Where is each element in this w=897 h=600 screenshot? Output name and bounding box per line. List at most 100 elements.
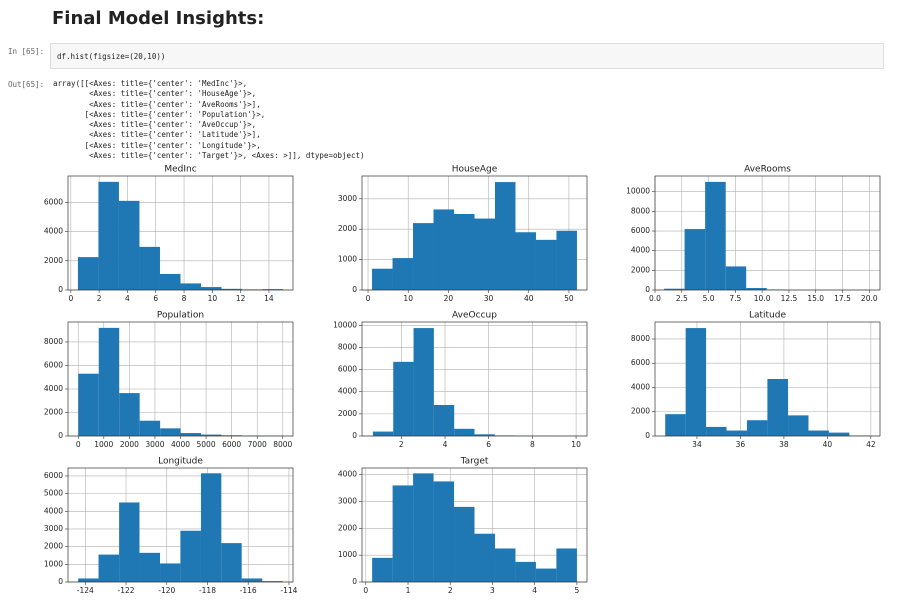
x-tick-label: 20.0 <box>861 294 878 303</box>
bar <box>159 273 181 290</box>
y-tick-label: 2000 <box>44 542 63 551</box>
y-tick-label: 6000 <box>631 358 650 367</box>
bar <box>664 288 685 290</box>
x-tick-label: 40 <box>524 294 534 303</box>
bar <box>515 232 536 290</box>
histogram: 2 4 6 8 10 0 2000 4000 6000 8000 10000 AveOccup <box>333 311 588 449</box>
y-tick-label: 6000 <box>44 471 63 480</box>
y-tick-label: 6000 <box>631 226 650 235</box>
y-tick-label: 6000 <box>338 365 357 374</box>
x-tick-label: 10 <box>403 294 413 303</box>
y-tick-label: 4000 <box>44 227 63 236</box>
y-tick-label: 2000 <box>338 523 357 532</box>
bar <box>372 268 393 290</box>
x-tick-label: -120 <box>158 586 175 595</box>
y-tick-label: 8000 <box>338 342 357 351</box>
y-tick-label: 10000 <box>626 187 650 196</box>
x-tick-label: 15.0 <box>807 294 824 303</box>
output-line: <Axes: title={'center': 'AveRooms'}>], <box>53 99 261 109</box>
x-tick-label: 0.0 <box>649 294 661 303</box>
bar <box>413 473 434 582</box>
x-tick-label: 7.5 <box>729 294 741 303</box>
bar <box>98 181 119 290</box>
bar <box>160 563 181 582</box>
x-tick-label: 14 <box>264 294 274 303</box>
bar <box>433 481 455 582</box>
y-tick-label: 4000 <box>44 384 63 393</box>
bar <box>201 287 222 290</box>
x-tick-label: 38 <box>779 440 789 449</box>
bar <box>160 428 181 436</box>
y-tick-label: 4000 <box>338 470 357 479</box>
bar <box>139 552 161 582</box>
y-tick-label: 3000 <box>338 194 357 203</box>
bar <box>241 578 263 582</box>
x-tick-label: 2 <box>399 440 404 449</box>
x-tick-label: 6 <box>153 294 158 303</box>
x-tick-label: 20 <box>444 294 454 303</box>
x-tick-label: 10 <box>571 440 581 449</box>
bar <box>262 581 283 582</box>
chart-title: HouseAge <box>452 165 498 175</box>
x-tick-label: 8 <box>182 294 187 303</box>
code-cell[interactable]: df.hist(figsize=(20,10)) <box>50 43 884 69</box>
y-tick-label: 1000 <box>44 559 63 568</box>
x-tick-label: 4000 <box>171 440 190 449</box>
x-tick-label: 8000 <box>273 440 292 449</box>
bar <box>706 426 727 436</box>
x-tick-label: 50 <box>564 294 574 303</box>
bar <box>77 257 99 290</box>
bar <box>221 543 242 582</box>
bar <box>119 393 140 436</box>
y-tick-label: 2000 <box>44 407 63 416</box>
output-line: <Axes: title={'center': 'HouseAge'}>, <box>53 89 257 99</box>
bar <box>828 432 850 436</box>
bar <box>705 181 726 290</box>
y-tick-label: 0 <box>58 285 63 294</box>
bar <box>725 266 747 290</box>
bar <box>372 557 393 582</box>
bar <box>684 229 706 290</box>
bar <box>685 328 707 436</box>
x-tick-label: 7000 <box>248 440 267 449</box>
x-tick-label: 5000 <box>197 440 216 449</box>
chart-title: Longitude <box>158 457 203 467</box>
output-line: array([[<Axes: title={'center': 'MedInc'… <box>53 79 248 88</box>
out-prompt: Out[65]: <box>8 80 45 89</box>
bar <box>372 431 394 436</box>
x-tick-label: 0 <box>366 294 371 303</box>
histogram: 0 10 20 30 40 50 0 1000 2000 3000 HouseAge <box>338 165 588 303</box>
y-tick-label: 4000 <box>44 506 63 515</box>
histogram: 34 36 38 40 42 0 2000 4000 6000 8000 Latitude <box>631 311 881 449</box>
output-line: <Axes: title={'center': 'AveOccup'}>, <box>53 120 257 130</box>
y-tick-label: 0 <box>645 431 650 440</box>
x-tick-label: 0 <box>363 586 368 595</box>
y-tick-label: 8000 <box>44 337 63 346</box>
axes-frame <box>361 321 588 437</box>
bar <box>98 554 120 582</box>
x-tick-label: 30 <box>484 294 494 303</box>
x-tick-label: 10 <box>208 294 218 303</box>
bar <box>767 379 789 436</box>
x-tick-label: 1000 <box>94 440 113 449</box>
bar <box>221 288 243 290</box>
axes-frame <box>67 321 294 437</box>
x-tick-label: 2000 <box>120 440 139 449</box>
bar <box>556 230 577 290</box>
axes-frame <box>67 175 294 291</box>
bar <box>393 361 414 436</box>
y-tick-label: 10000 <box>333 320 357 329</box>
bar <box>119 502 140 582</box>
y-tick-label: 0 <box>58 431 63 440</box>
x-tick-label: 5 <box>574 586 579 595</box>
x-tick-label: 42 <box>866 440 876 449</box>
bar <box>535 239 557 290</box>
y-tick-label: 1000 <box>338 255 357 264</box>
x-tick-label: 2 <box>448 586 453 595</box>
bar <box>78 373 99 436</box>
y-tick-label: 2000 <box>631 407 650 416</box>
bar <box>494 182 516 290</box>
output-line: <Axes: title={'center': 'Target'}>, <Axe… <box>53 151 365 161</box>
chart-title: Latitude <box>749 311 787 321</box>
